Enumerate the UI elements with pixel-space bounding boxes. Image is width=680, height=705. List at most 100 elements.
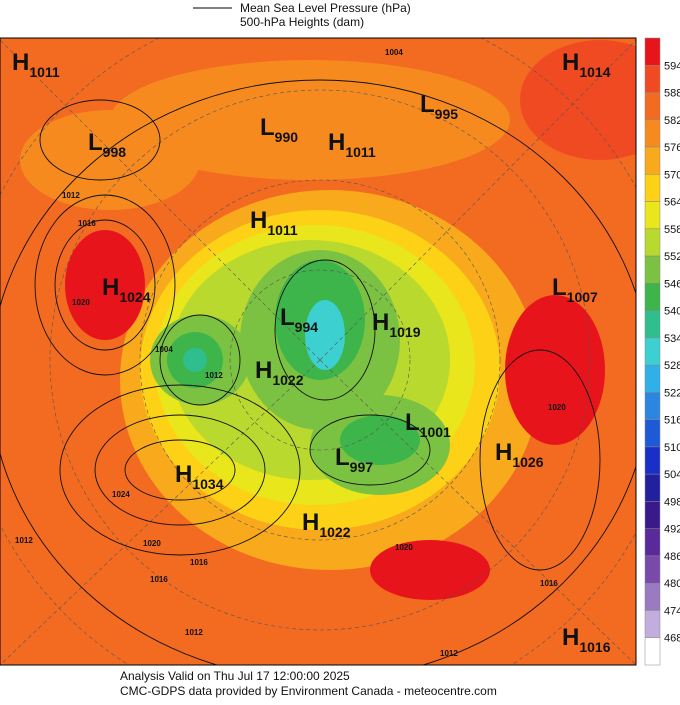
- colorbar-swatch: [644, 283, 661, 311]
- center-type: H: [328, 129, 345, 156]
- contour-label: 1012: [15, 536, 33, 545]
- center-type: L: [260, 114, 275, 141]
- pressure-center: L1001: [405, 409, 451, 440]
- center-value: 998: [103, 144, 127, 160]
- colorbar-swatch: [644, 473, 661, 502]
- contour-label: 1024: [112, 490, 130, 499]
- colorbar-label: 558: [664, 224, 680, 236]
- colorbar-label: 582: [664, 115, 680, 127]
- colorbar-swatch: [644, 119, 661, 148]
- colorbar-label: 486: [664, 551, 680, 563]
- contour-label: 1020: [548, 403, 566, 412]
- pressure-center: H1034: [175, 461, 224, 492]
- colorbar-swatch: [644, 65, 661, 93]
- colorbar-label: 594: [664, 60, 680, 72]
- colorbar-label: 492: [664, 524, 680, 536]
- colorbar-label: 498: [664, 496, 680, 508]
- contour-label: 1012: [205, 371, 223, 380]
- pressure-center: H1024: [102, 274, 151, 305]
- center-type: L: [405, 409, 420, 436]
- contour-label: 1004: [385, 48, 403, 57]
- center-type: H: [302, 509, 319, 536]
- colorbar-swatch: [644, 528, 661, 557]
- center-type: H: [495, 439, 512, 466]
- contour-label: 1016: [190, 558, 208, 567]
- colorbar-swatch: [644, 501, 661, 529]
- center-value: 990: [275, 129, 299, 145]
- map-frame: [0, 37, 637, 666]
- center-value: 997: [350, 459, 374, 475]
- colorbar-swatch: [644, 637, 661, 666]
- center-value: 995: [435, 106, 459, 122]
- contour-label: 1020: [395, 543, 413, 552]
- center-type: L: [280, 304, 295, 331]
- contour-label: 1016: [540, 579, 558, 588]
- center-value: 1011: [29, 64, 60, 80]
- footer-text: CMC-GDPS data provided by Environment Ca…: [120, 684, 497, 698]
- center-value: 1014: [579, 64, 610, 80]
- center-value: 1022: [319, 524, 350, 540]
- pressure-center: H1022: [302, 509, 351, 540]
- center-type: H: [12, 49, 29, 76]
- center-value: 1022: [272, 372, 303, 388]
- colorbar-label: 588: [664, 88, 680, 100]
- contour-label: 1012: [440, 649, 458, 658]
- contour-label: 1016: [78, 219, 96, 228]
- colorbar-label: 552: [664, 251, 680, 263]
- colorbar-swatch: [644, 337, 661, 366]
- colorbar-swatch: [644, 364, 661, 393]
- pressure-center: L990: [260, 114, 298, 145]
- colorbar-label: 522: [664, 387, 680, 399]
- pressure-center: H1016: [562, 624, 611, 655]
- colorbar: 594 588 582 576 570 564 558 552 546 540 534 528 522 5…: [644, 37, 680, 666]
- pressure-center: L997: [335, 444, 373, 475]
- colorbar-label: 534: [664, 333, 680, 345]
- pressure-center: H1022: [255, 357, 304, 388]
- center-type: L: [88, 129, 103, 156]
- colorbar-label: 546: [664, 278, 680, 290]
- colorbar-swatch: [644, 555, 661, 584]
- center-type: H: [255, 357, 272, 384]
- colorbar-label: 480: [664, 578, 680, 590]
- colorbar-label: 540: [664, 306, 680, 318]
- colorbar-swatch: [644, 419, 661, 448]
- center-type: H: [102, 274, 119, 301]
- colorbar-label: 504: [664, 469, 680, 481]
- center-value: 1007: [567, 289, 598, 305]
- colorbar-swatch: [644, 392, 661, 420]
- pressure-center: H1026: [495, 439, 544, 470]
- colorbar-label: 468: [664, 633, 680, 645]
- colorbar-label: 474: [664, 605, 680, 617]
- colorbar-swatch: [644, 446, 661, 475]
- pressure-center: H1011: [12, 49, 60, 80]
- pressure-center: L1007: [552, 274, 598, 305]
- pressure-center: L998: [88, 129, 126, 160]
- center-value: 1024: [119, 289, 150, 305]
- colorbar-label: 564: [664, 197, 680, 209]
- contour-label: 1012: [185, 628, 203, 637]
- colorbar-swatch: [644, 146, 661, 175]
- pressure-center: L995: [420, 91, 458, 122]
- center-type: L: [552, 274, 567, 301]
- center-value: 1026: [512, 454, 543, 470]
- contour-label: 1020: [72, 298, 90, 307]
- colorbar-swatch: [644, 582, 661, 611]
- center-value: 994: [295, 319, 319, 335]
- colorbar-label: 528: [664, 360, 680, 372]
- center-value: 1034: [192, 476, 223, 492]
- legend-text: 500-hPa Heights (dam): [240, 15, 364, 29]
- colorbar-label: 510: [664, 442, 680, 454]
- center-type: L: [335, 444, 350, 471]
- center-type: L: [420, 91, 435, 118]
- contour-label: 1016: [150, 575, 168, 584]
- pressure-center: L994: [280, 304, 318, 335]
- colorbar-label: 570: [664, 169, 680, 181]
- colorbar-swatch: [644, 255, 661, 284]
- center-value: 1019: [389, 324, 420, 340]
- pressure-center: H1011: [328, 129, 376, 160]
- center-value: 1011: [267, 222, 298, 238]
- colorbar-swatch: [644, 201, 661, 230]
- colorbar-label: 576: [664, 142, 680, 154]
- colorbar-label: 516: [664, 415, 680, 427]
